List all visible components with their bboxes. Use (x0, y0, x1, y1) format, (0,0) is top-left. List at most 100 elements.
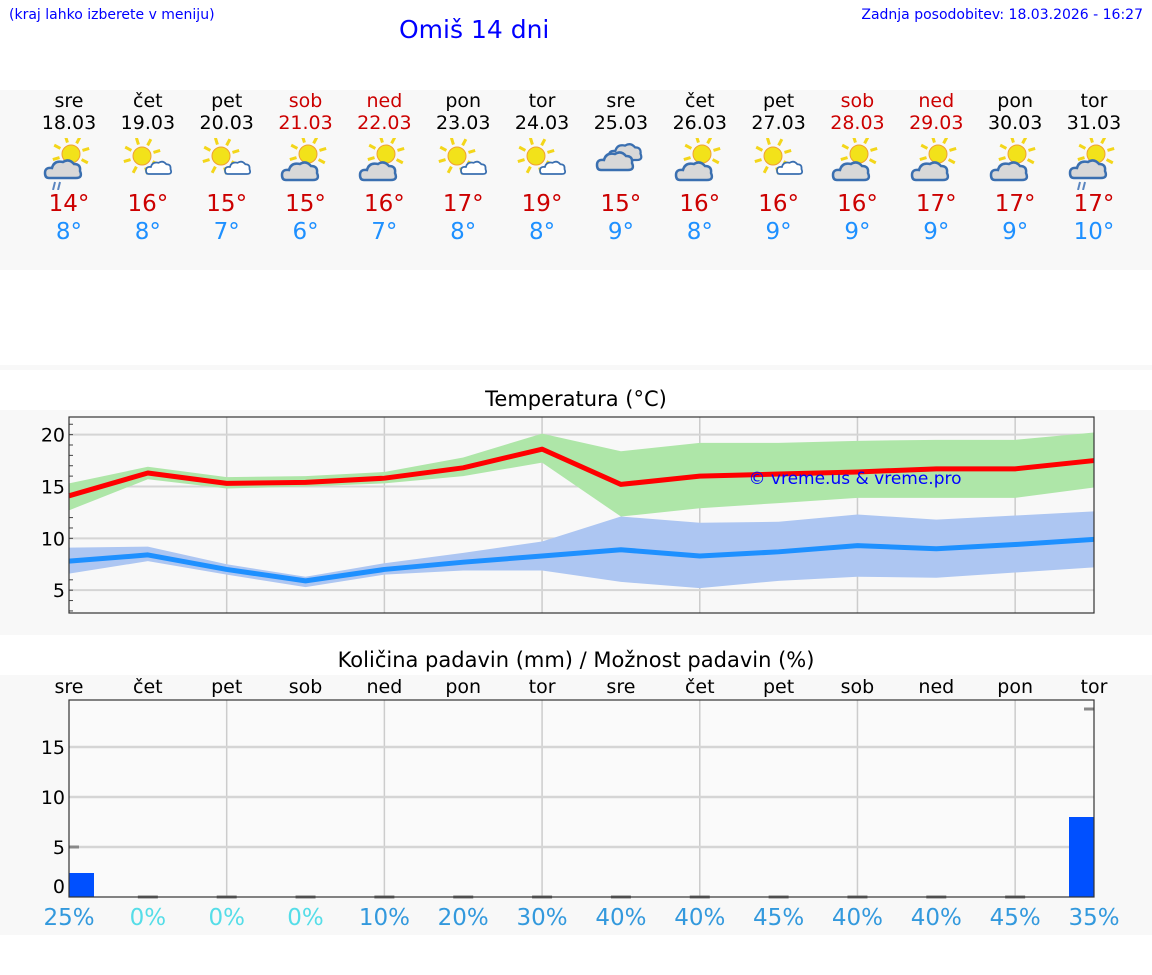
max-temp: 16° (758, 191, 799, 217)
min-temp: 10° (1073, 219, 1115, 245)
day-date: 24.03 (514, 112, 570, 134)
day-column: pon 30.03 17° 9° (975, 90, 1055, 246)
precip-probability: 0% (129, 905, 167, 931)
precip-probability: 45% (753, 905, 805, 931)
day-column: čet 19.03 16° 8° (108, 90, 188, 246)
day-name: sob (288, 90, 323, 112)
sun-cloud-rain-icon (43, 138, 90, 190)
sun-small-cloud-icon (202, 138, 251, 175)
precip-probability: 40% (910, 905, 962, 931)
y-tick-label: 5 (53, 580, 65, 602)
daily-forecast-panel: sre 18.03 14° 8° čet 19.03 16° 8° pet 20.03 15° 7° s… (0, 90, 1152, 270)
precip-bar (69, 873, 94, 897)
location-hint[interactable]: (kraj lahko izberete v meniju) (9, 7, 215, 23)
day-date: 19.03 (120, 112, 176, 134)
partly-cloudy-icon (911, 138, 957, 182)
day-name: čet (684, 90, 715, 112)
day-name: sre (606, 90, 636, 112)
max-range-band (69, 432, 1094, 517)
min-temp: 9° (1002, 219, 1029, 245)
day-date: 30.03 (987, 112, 1043, 134)
day-label: čet (133, 676, 163, 698)
precip-probability: 25% (43, 905, 95, 931)
page-title: Omiš 14 dni (399, 15, 550, 44)
day-name: pet (211, 90, 243, 112)
day-name: sob (840, 90, 875, 112)
sun-small-cloud-icon (123, 138, 172, 175)
day-column: ned 29.03 17° 9° (896, 90, 976, 246)
sun-small-cloud-icon (438, 138, 488, 175)
day-date: 26.03 (672, 112, 727, 134)
day-date: 31.03 (1066, 112, 1122, 134)
day-column: sob 21.03 15° 6° (266, 90, 346, 246)
watermark: © vreme.us & vreme.pro (748, 469, 961, 489)
precip-bar (1069, 817, 1094, 897)
max-temp: 16° (679, 191, 721, 217)
min-temp: 8° (686, 219, 713, 245)
precip-chart: sre čet pet sob ned pon tor sre čet pet sob ned pon t… (41, 676, 1108, 899)
min-temp: 8° (528, 219, 556, 245)
partly-cloudy-icon (674, 138, 721, 182)
day-label: sob (841, 676, 875, 698)
partly-cloudy-icon (280, 138, 327, 182)
y-tick-label: 20 (41, 425, 65, 447)
precip-chart-title: Količina padavin (mm) / Možnost padavin … (337, 648, 815, 672)
min-temp: 9° (607, 219, 634, 245)
precip-chart-panel: sre čet pet sob ned pon tor sre čet pet sob ned pon t… (0, 675, 1152, 935)
precip-probability: 20% (437, 905, 489, 931)
max-temp: 14° (48, 191, 90, 217)
partly-cloudy-icon (832, 138, 879, 182)
divider (0, 365, 1152, 370)
day-date: 20.03 (199, 112, 254, 134)
min-temp: 7° (371, 219, 398, 245)
sun-small-cloud-icon (754, 138, 803, 175)
day-column: ned 22.03 16° 7° (344, 90, 424, 246)
precip-probability: 35% (1068, 905, 1120, 931)
min-temp: 9° (765, 219, 792, 245)
day-name: ned (918, 90, 955, 112)
min-temp: 9° (923, 219, 950, 245)
min-temp: 6° (292, 219, 319, 245)
temperature-chart: 20 15 10 5 © vreme.us & vreme.pro (41, 416, 1095, 614)
day-name: tor (1080, 90, 1108, 112)
max-temp: 17° (915, 191, 957, 217)
temperature-chart-panel: 20 15 10 5 © vreme.us & vreme.pro (0, 410, 1152, 635)
plot-border (68, 416, 1095, 614)
precip-probability: 10% (358, 905, 410, 931)
y-tick-label: 10 (41, 528, 65, 550)
min-temp: 8° (450, 219, 477, 245)
min-temp-line (68, 536, 1095, 584)
min-temp: 7° (213, 219, 240, 245)
temperature-chart-title: Temperatura (°C) (485, 387, 667, 411)
precip-probability: 40% (674, 905, 726, 931)
day-label: pet (763, 676, 794, 698)
day-column: čet 26.03 16° 8° (660, 90, 740, 246)
partly-cloudy-icon (989, 138, 1036, 182)
day-label: sob (289, 676, 323, 698)
min-temp: 9° (844, 219, 871, 245)
max-temp: 19° (521, 191, 563, 217)
day-date: 23.03 (436, 112, 491, 134)
y-tick-label: 15 (41, 476, 65, 498)
plot-area (69, 700, 1094, 897)
day-date: 22.03 (357, 112, 412, 134)
precip-probability: 40% (595, 905, 647, 931)
day-label: tor (1081, 676, 1108, 698)
day-name: sre (54, 90, 84, 112)
day-date: 21.03 (278, 112, 333, 134)
day-date: 29.03 (909, 112, 964, 134)
day-label: sre (55, 676, 84, 698)
day-name: pet (763, 90, 795, 112)
y-tick-label: 15 (41, 737, 65, 759)
max-temp-line (68, 446, 1095, 499)
day-column: sre 18.03 14° 8° (29, 90, 109, 246)
precip-probability: 0% (208, 905, 245, 931)
plot-border (68, 699, 1095, 898)
max-temp: 16° (127, 191, 169, 217)
precip-probability: 40% (831, 905, 884, 931)
day-label: čet (685, 676, 715, 698)
day-column: sre 25.03 15° 9° (581, 90, 661, 246)
day-column: tor 31.03 17° 10° (1054, 90, 1134, 246)
day-column: tor 24.03 19° 8° (502, 90, 582, 246)
day-label: ned (366, 676, 402, 698)
